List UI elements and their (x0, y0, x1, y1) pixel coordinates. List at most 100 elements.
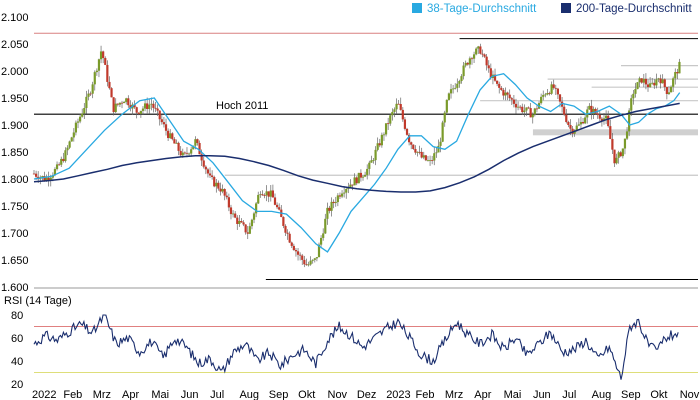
candle-body (305, 264, 308, 266)
candle-body (554, 87, 557, 89)
candle-body (594, 108, 597, 114)
candle-body (99, 51, 103, 60)
candle-body (87, 93, 90, 97)
annotation-hoch-2011: Hoch 2011 (216, 100, 268, 112)
candle-body (623, 138, 627, 149)
rsi-y-axis: 80 60 40 20 (11, 310, 23, 391)
candle-body (361, 176, 365, 178)
candle-body (657, 78, 660, 80)
candle-body (359, 172, 363, 178)
candle-body (208, 173, 212, 176)
candle-body (382, 134, 386, 136)
price-y-tick-label: 1.850 (1, 147, 29, 159)
candle-body (414, 148, 417, 153)
price-y-tick-label: 2.000 (1, 66, 29, 78)
candle-body (613, 149, 616, 164)
candle-body (328, 207, 331, 211)
candle-body (91, 84, 94, 94)
candle-body (95, 70, 98, 73)
candle-body (468, 58, 471, 65)
candle-body (64, 150, 67, 162)
candle-body (74, 122, 78, 133)
candle-body (458, 81, 461, 84)
candle-body (353, 177, 356, 186)
candle-body (204, 166, 207, 170)
legend-swatch-sma200 (561, 3, 571, 13)
candle-body (120, 102, 124, 104)
candle-body (431, 160, 434, 162)
candle-body (646, 84, 650, 88)
rsi-title: RSI (14 Tage) (4, 295, 72, 307)
x-tick-label: Okt (650, 389, 667, 400)
candle-body (303, 259, 306, 265)
candle-body (521, 106, 524, 113)
candle-body (137, 112, 140, 114)
candle-body (642, 78, 645, 83)
candle-body (665, 87, 668, 94)
candle-body (336, 195, 339, 203)
candle-body (139, 110, 142, 114)
candle-body (192, 145, 195, 150)
candle-body (296, 251, 300, 255)
candle-body (625, 131, 629, 139)
candle-body (246, 232, 249, 234)
candle-body (53, 169, 57, 176)
candle-body (116, 103, 119, 105)
candle-body (370, 160, 373, 163)
candle-body (34, 173, 38, 177)
candle-body (127, 98, 130, 106)
candle-body (669, 86, 673, 93)
candle-body (265, 191, 268, 196)
candle-body (663, 79, 666, 88)
candle-body (416, 151, 419, 153)
candle-body (85, 96, 88, 109)
candle-body (422, 155, 425, 158)
x-tick-label: Nov (328, 389, 348, 400)
candle-body (215, 182, 218, 187)
candle-body (609, 126, 612, 139)
candle-body (581, 121, 585, 124)
candle-body (456, 83, 459, 88)
candle-body (72, 132, 75, 138)
candle-body (58, 164, 61, 166)
x-tick-label: Apr (122, 389, 139, 400)
candle-body (412, 144, 415, 149)
candle-body (445, 99, 448, 113)
candle-body (596, 113, 599, 115)
candle-body (651, 82, 654, 84)
candle-body (653, 82, 656, 86)
candle-body (221, 189, 224, 192)
candle-body (527, 107, 530, 109)
candle-body (150, 103, 153, 105)
candle-body (565, 114, 568, 123)
x-tick-label: Apr (474, 389, 491, 400)
x-tick-label: Aug (592, 389, 612, 400)
candle-body (173, 139, 176, 144)
candle-body (672, 78, 675, 87)
candle-body (428, 160, 432, 162)
x-tick-label: Mai (504, 389, 522, 400)
candle-body (529, 108, 532, 118)
x-tick-label: Mrz (93, 389, 111, 400)
candle-body (443, 112, 446, 123)
candle-body (452, 88, 455, 90)
candle-body (294, 250, 298, 252)
candle-body (79, 116, 82, 122)
candle-body (343, 192, 346, 194)
candle-body (644, 78, 648, 85)
candle-body (47, 177, 50, 181)
candle-body (231, 213, 235, 215)
candle-body (167, 130, 170, 139)
candle-body (435, 152, 438, 154)
candle-body (607, 115, 610, 127)
candle-body (332, 201, 335, 204)
candle-body (391, 111, 394, 116)
legend-swatch-sma38 (412, 3, 422, 13)
candle-body (401, 109, 404, 120)
candle-body (68, 141, 71, 148)
price-y-tick-label: 2.050 (1, 39, 29, 51)
candle-body (252, 213, 256, 220)
candle-body (481, 53, 484, 55)
candle-body (640, 78, 643, 83)
